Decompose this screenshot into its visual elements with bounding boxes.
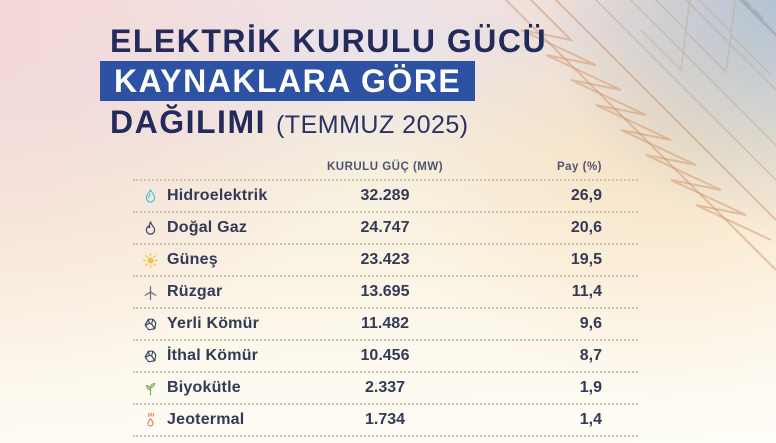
capacity-value: 2.337 xyxy=(364,379,406,396)
capacity-value: 23.423 xyxy=(360,251,410,268)
capacity-value: 13.695 xyxy=(360,283,410,300)
table-row: Güneş 23.423 19,5 xyxy=(133,245,638,277)
table-row: Jeotermal 1.734 1,4 xyxy=(133,405,638,437)
share-value: 26,9 xyxy=(570,187,602,204)
table-header-row: KURULU GÜÇ (MW) Pay (%) xyxy=(133,155,638,181)
source-label: İthal Kömür xyxy=(167,347,259,364)
source-label: Biyokütle xyxy=(167,379,241,396)
table-row: Hidroelektrik 32.289 26,9 xyxy=(133,181,638,213)
capacity-value: 1.734 xyxy=(364,411,406,428)
capacity-value: 32.289 xyxy=(360,187,410,204)
coal-icon xyxy=(144,318,157,330)
source-label: Hidroelektrik xyxy=(167,187,268,204)
share-value: 9,6 xyxy=(579,315,602,332)
capacity-value: 10.456 xyxy=(360,347,410,364)
table-row: Rüzgar 13.695 11,4 xyxy=(133,277,638,309)
share-value: 8,7 xyxy=(579,347,602,364)
title-line-3: DAĞILIMI (TEMMUZ 2025) xyxy=(110,103,469,141)
header-share-column: Pay (%) xyxy=(556,161,602,173)
share-value: 20,6 xyxy=(570,219,602,236)
capacity-value: 11.482 xyxy=(360,315,410,332)
title-line-1: ELEKTRİK KURULU GÜCÜ xyxy=(110,23,548,59)
geothermal-icon xyxy=(147,412,155,426)
source-label: Güneş xyxy=(167,251,218,268)
share-value: 11,4 xyxy=(571,283,602,300)
share-value: 1,4 xyxy=(579,411,602,428)
table-row: Doğal Gaz 24.747 20,6 xyxy=(133,213,638,245)
flame-icon xyxy=(145,220,156,235)
sun-icon xyxy=(143,252,158,268)
source-label: Doğal Gaz xyxy=(167,219,248,236)
water-drop-icon xyxy=(145,188,156,203)
coal-icon xyxy=(144,350,157,362)
share-value: 1,9 xyxy=(579,379,602,396)
title-line-2: KAYNAKLARA GÖRE xyxy=(114,62,462,99)
table-row: İthal Kömür 10.456 8,7 xyxy=(133,341,638,373)
capacity-value: 24.747 xyxy=(360,219,410,236)
table-row: Biyokütle 2.337 1,9 xyxy=(133,373,638,405)
title-line-2-highlight-bar: KAYNAKLARA GÖRE xyxy=(100,61,476,101)
title-line-3-suffix: (TEMMUZ 2025) xyxy=(275,111,469,139)
transmission-tower-image xyxy=(504,0,776,271)
source-label: Jeotermal xyxy=(167,411,245,428)
wind-turbine-icon xyxy=(144,285,157,300)
share-value: 19,5 xyxy=(570,251,602,268)
capacity-table: KURULU GÜÇ (MW) Pay (%) Hidroelektrik 32… xyxy=(133,155,638,437)
table-row: Yerli Kömür 11.482 9,6 xyxy=(133,309,638,341)
title-line-3-bold: DAĞILIMI xyxy=(110,104,266,140)
plant-icon xyxy=(145,382,156,395)
source-label: Yerli Kömür xyxy=(167,315,260,332)
source-label: Rüzgar xyxy=(167,283,223,300)
header-capacity-column: KURULU GÜÇ (MW) xyxy=(326,161,444,173)
